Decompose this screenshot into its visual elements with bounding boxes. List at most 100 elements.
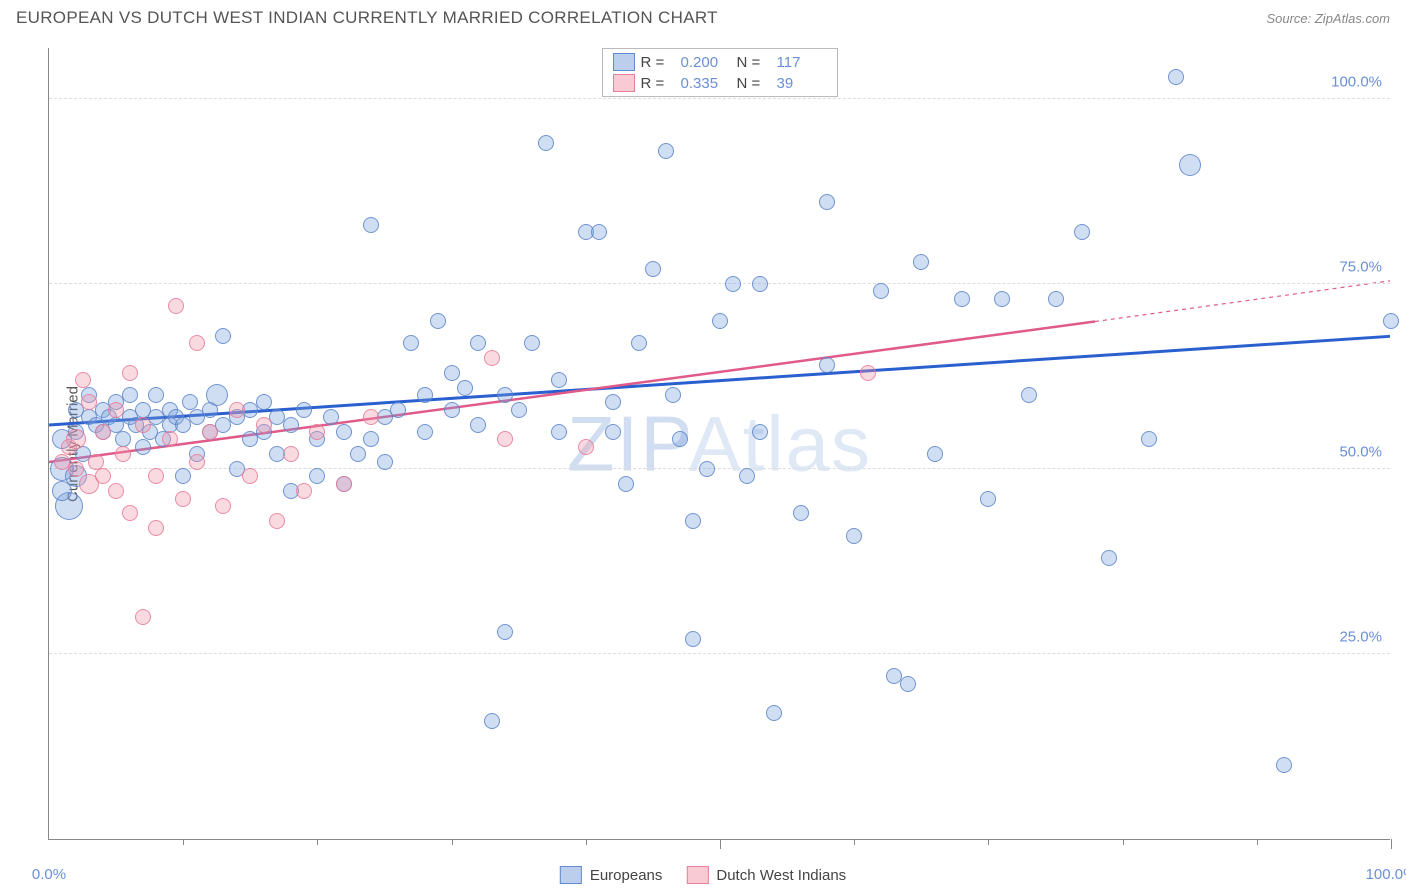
data-point <box>685 631 701 647</box>
data-point <box>363 431 379 447</box>
data-point <box>846 528 862 544</box>
data-point <box>189 335 205 351</box>
legend-r-value: 0.200 <box>681 54 731 71</box>
data-point <box>175 468 191 484</box>
data-point <box>1168 69 1184 85</box>
data-point <box>81 394 97 410</box>
data-point <box>66 429 86 449</box>
data-point <box>470 417 486 433</box>
source-label: Source: ZipAtlas.com <box>1266 11 1390 26</box>
data-point <box>168 298 184 314</box>
data-point <box>390 402 406 418</box>
x-tick-minor <box>1123 839 1124 845</box>
data-point <box>206 384 228 406</box>
legend-n-value: 117 <box>777 54 827 71</box>
legend-swatch <box>560 866 582 884</box>
data-point <box>189 454 205 470</box>
data-point <box>182 394 198 410</box>
data-point <box>766 705 782 721</box>
legend-n-value: 39 <box>777 75 827 92</box>
data-point <box>215 498 231 514</box>
data-point <box>739 468 755 484</box>
data-point <box>377 454 393 470</box>
data-point <box>68 461 84 477</box>
x-tick-minor <box>854 839 855 845</box>
data-point <box>511 402 527 418</box>
data-point <box>417 387 433 403</box>
y-tick-label: 50.0% <box>1339 443 1382 460</box>
data-point <box>115 446 131 462</box>
data-point <box>618 476 634 492</box>
data-point <box>1383 313 1399 329</box>
data-point <box>108 402 124 418</box>
data-point <box>148 468 164 484</box>
data-point <box>309 468 325 484</box>
x-tick-minor <box>183 839 184 845</box>
data-point <box>115 431 131 447</box>
legend-stats-row: R = 0.200 N = 117 <box>613 53 827 71</box>
data-point <box>269 513 285 529</box>
data-point <box>135 417 151 433</box>
grid-line <box>49 653 1390 654</box>
data-point <box>457 380 473 396</box>
y-tick-label: 100.0% <box>1331 73 1382 90</box>
data-point <box>95 468 111 484</box>
data-point <box>283 446 299 462</box>
chart-area: Currently Married ZIPAtlas 25.0%50.0%75.… <box>48 48 1390 840</box>
grid-line <box>49 98 1390 99</box>
data-point <box>699 461 715 477</box>
data-point <box>860 365 876 381</box>
data-point <box>470 335 486 351</box>
data-point <box>819 194 835 210</box>
y-tick-label: 75.0% <box>1339 258 1382 275</box>
data-point <box>95 424 111 440</box>
data-point <box>242 468 258 484</box>
data-point <box>1074 224 1090 240</box>
legend-stats: R = 0.200 N = 117 R = 0.335 N = 39 <box>602 48 838 97</box>
trend-line-extrapolated <box>1095 281 1390 322</box>
data-point <box>1101 550 1117 566</box>
data-point <box>913 254 929 270</box>
legend-swatch <box>613 74 635 92</box>
legend-series-label: Dutch West Indians <box>716 867 846 884</box>
x-tick-major <box>1391 839 1392 849</box>
legend-r-value: 0.335 <box>681 75 731 92</box>
x-tick-label: 0.0% <box>32 866 66 883</box>
legend-swatch <box>613 53 635 71</box>
data-point <box>350 446 366 462</box>
legend-series-item: Dutch West Indians <box>686 866 846 884</box>
legend-series: Europeans Dutch West Indians <box>560 866 846 884</box>
legend-r-label: R = <box>641 54 675 71</box>
data-point <box>725 276 741 292</box>
data-point <box>793 505 809 521</box>
data-point <box>658 143 674 159</box>
data-point <box>444 402 460 418</box>
data-point <box>605 424 621 440</box>
plot-area: ZIPAtlas 25.0%50.0%75.0%100.0%0.0%100.0% <box>49 48 1390 839</box>
data-point <box>403 335 419 351</box>
data-point <box>752 424 768 440</box>
data-point <box>484 350 500 366</box>
data-point <box>1276 757 1292 773</box>
data-point <box>296 402 312 418</box>
data-point <box>336 476 352 492</box>
data-point <box>591 224 607 240</box>
data-point <box>980 491 996 507</box>
legend-n-label: N = <box>737 75 771 92</box>
data-point <box>417 424 433 440</box>
x-tick-minor <box>1257 839 1258 845</box>
legend-stats-row: R = 0.335 N = 39 <box>613 74 827 92</box>
data-point <box>202 424 218 440</box>
data-point <box>497 431 513 447</box>
data-point <box>484 713 500 729</box>
x-tick-minor <box>317 839 318 845</box>
data-point <box>135 609 151 625</box>
data-point <box>752 276 768 292</box>
data-point <box>873 283 889 299</box>
data-point <box>538 135 554 151</box>
data-point <box>1179 154 1201 176</box>
data-point <box>88 454 104 470</box>
data-point <box>1021 387 1037 403</box>
data-point <box>148 387 164 403</box>
data-point <box>819 357 835 373</box>
